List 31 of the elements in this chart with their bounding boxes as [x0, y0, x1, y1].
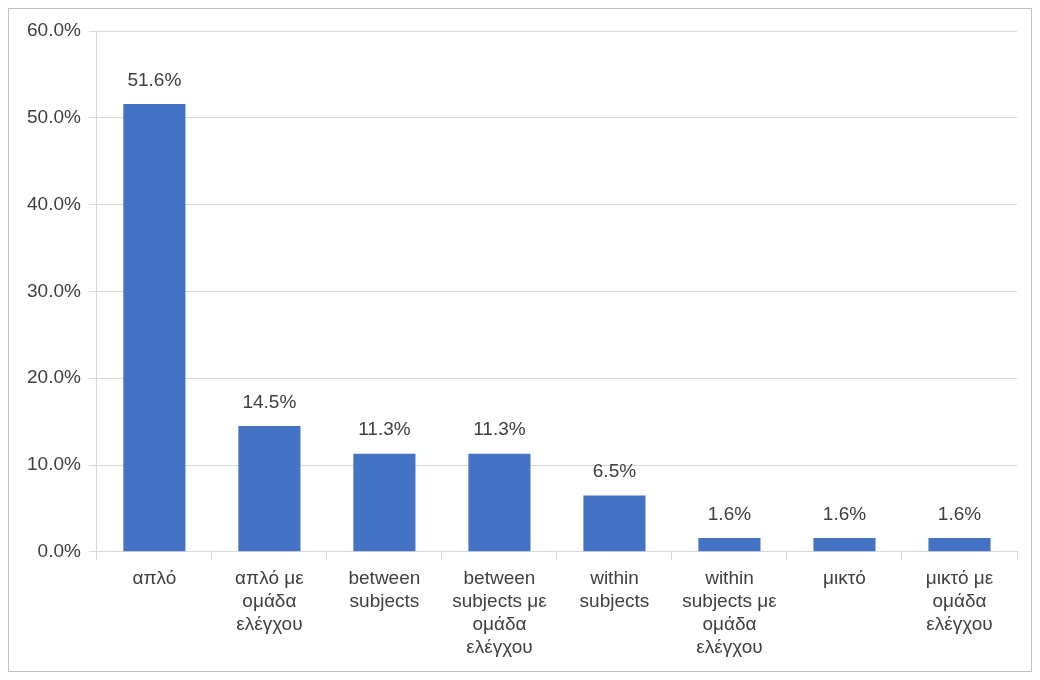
bar [928, 537, 991, 552]
data-label: 11.3% [358, 418, 411, 440]
x-tick-label: απλό με ομάδα ελέγχου [235, 567, 305, 635]
bar [698, 537, 761, 552]
x-tick-label: between subjects [348, 567, 421, 612]
bar [813, 537, 876, 552]
y-tick-label: 40.0% [27, 192, 81, 214]
bar [353, 453, 416, 552]
bar [238, 425, 301, 552]
y-tick-label: 10.0% [27, 453, 81, 475]
y-tick-label: 30.0% [27, 279, 81, 301]
data-label: 14.5% [242, 390, 297, 412]
data-label: 6.5% [592, 460, 637, 482]
x-tick-label: μικτό [823, 567, 866, 589]
data-label: 1.6% [707, 502, 752, 524]
y-tick-label: 0.0% [37, 540, 81, 562]
x-tick-label: between subjects με ομάδα ελέγχου [452, 567, 548, 657]
x-tick-label: απλό [132, 567, 177, 589]
data-label: 1.6% [937, 502, 982, 524]
y-tick-label: 60.0% [27, 19, 81, 41]
x-tick-label: μικτό με ομάδα ελέγχου [925, 567, 994, 635]
bar [123, 103, 186, 552]
y-tick-label: 50.0% [27, 106, 81, 128]
bar [583, 495, 646, 552]
data-label: 11.3% [473, 418, 526, 440]
data-label: 51.6% [127, 68, 182, 90]
x-tick-label: within subjects [579, 567, 650, 612]
data-label: 1.6% [822, 502, 867, 524]
x-tick-label: within subjects με ομάδα ελέγχου [682, 567, 778, 657]
y-tick-label: 20.0% [27, 366, 81, 388]
bar [468, 453, 531, 552]
